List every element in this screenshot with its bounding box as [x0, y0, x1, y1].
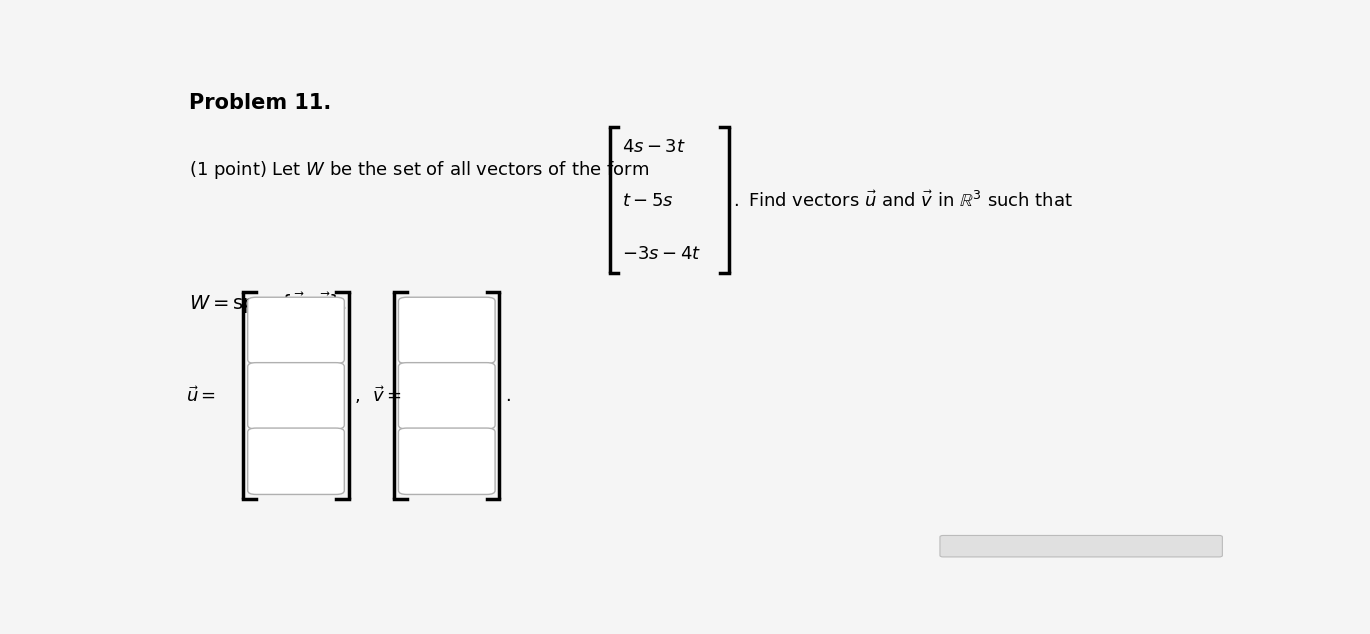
FancyBboxPatch shape — [399, 297, 495, 364]
Text: .: . — [733, 191, 738, 210]
Text: $4s - 3t$: $4s - 3t$ — [622, 138, 686, 156]
Text: $W = \mathrm{span}\left\{\vec{u},\,\vec{v}\right\}.$: $W = \mathrm{span}\left\{\vec{u},\,\vec{… — [189, 291, 348, 316]
Text: .: . — [504, 387, 511, 405]
Text: $\vec{u} =$: $\vec{u} =$ — [186, 386, 216, 406]
FancyBboxPatch shape — [248, 363, 344, 429]
Text: ,: , — [355, 387, 360, 405]
Text: (1 point) Let $\mathit{W}$ be the set of all vectors of the form: (1 point) Let $\mathit{W}$ be the set of… — [189, 159, 649, 181]
FancyBboxPatch shape — [940, 536, 1222, 557]
Text: $t - 5s$: $t - 5s$ — [622, 191, 674, 210]
FancyBboxPatch shape — [248, 297, 344, 364]
FancyBboxPatch shape — [399, 363, 495, 429]
Text: Find vectors $\vec{u}$ and $\vec{v}$ in $\mathbb{R}^3$ such that: Find vectors $\vec{u}$ and $\vec{v}$ in … — [748, 190, 1073, 210]
Text: $\vec{v} =$: $\vec{v} =$ — [371, 386, 401, 406]
FancyBboxPatch shape — [399, 428, 495, 495]
Text: $-3s - 4t$: $-3s - 4t$ — [622, 245, 701, 263]
FancyBboxPatch shape — [248, 428, 344, 495]
Text: Problem 11.: Problem 11. — [189, 93, 332, 113]
